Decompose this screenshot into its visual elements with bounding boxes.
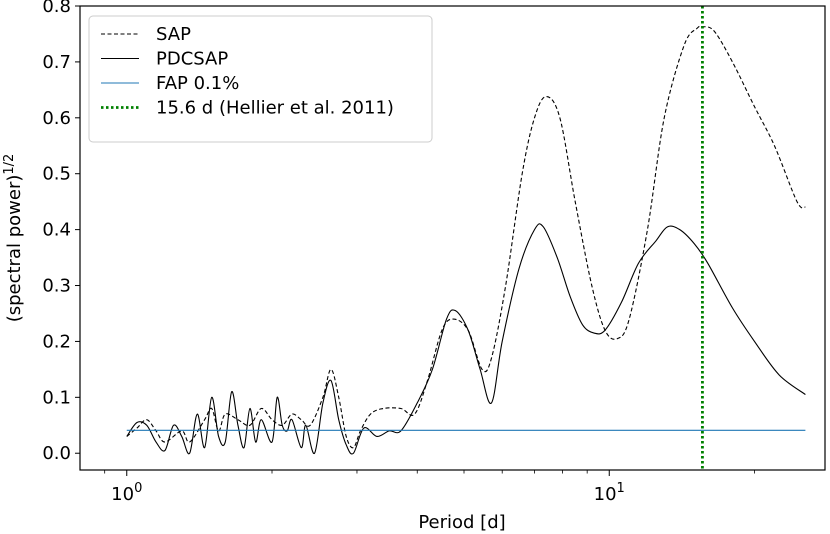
x-tick-label: 101 bbox=[594, 481, 625, 505]
x-tick-label-exponent: 1 bbox=[617, 481, 625, 496]
y-axis: 0.0 0.1 0.2 0.3 0.4 0.5 0.6 0.7 0.8 bbox=[42, 0, 80, 464]
y-tick-label: 0.8 bbox=[42, 0, 71, 17]
x-tick-label: 100 bbox=[111, 481, 142, 505]
series-line bbox=[126, 25, 806, 449]
legend-label: FAP 0.1% bbox=[156, 73, 239, 94]
y-tick-label: 0.2 bbox=[42, 331, 71, 352]
x-tick-label-base: 10 bbox=[111, 484, 134, 505]
y-tick-label: 0.0 bbox=[42, 443, 71, 464]
y-tick-label: 0.5 bbox=[42, 164, 71, 185]
x-tick-label-base: 10 bbox=[594, 484, 617, 505]
legend: SAP PDCSAP FAP 0.1% 15.6 d (Hellier et al. … bbox=[88, 15, 433, 143]
legend-label: 15.6 d (Hellier et al. 2011) bbox=[156, 98, 394, 119]
plot-lines bbox=[126, 6, 806, 470]
y-axis-label-main: (spectral power) bbox=[4, 175, 25, 323]
x-axis: 100 101 bbox=[104, 470, 755, 505]
y-tick-label: 0.7 bbox=[42, 52, 71, 73]
y-tick-label: 0.1 bbox=[42, 387, 71, 408]
series-line bbox=[126, 223, 806, 455]
y-axis-label-superscript: 1/2 bbox=[2, 154, 17, 175]
y-tick-label: 0.3 bbox=[42, 276, 71, 297]
legend-box bbox=[88, 15, 433, 143]
y-axis-label: (spectral power)1/2 bbox=[2, 154, 25, 323]
legend-label: PDCSAP bbox=[156, 49, 228, 70]
y-tick-label: 0.6 bbox=[42, 108, 71, 129]
y-tick-label: 0.4 bbox=[42, 220, 71, 241]
x-axis-label: Period [d] bbox=[418, 512, 505, 533]
legend-label: SAP bbox=[156, 24, 191, 45]
x-tick-label-exponent: 0 bbox=[134, 481, 142, 496]
plot-frame bbox=[79, 5, 826, 471]
